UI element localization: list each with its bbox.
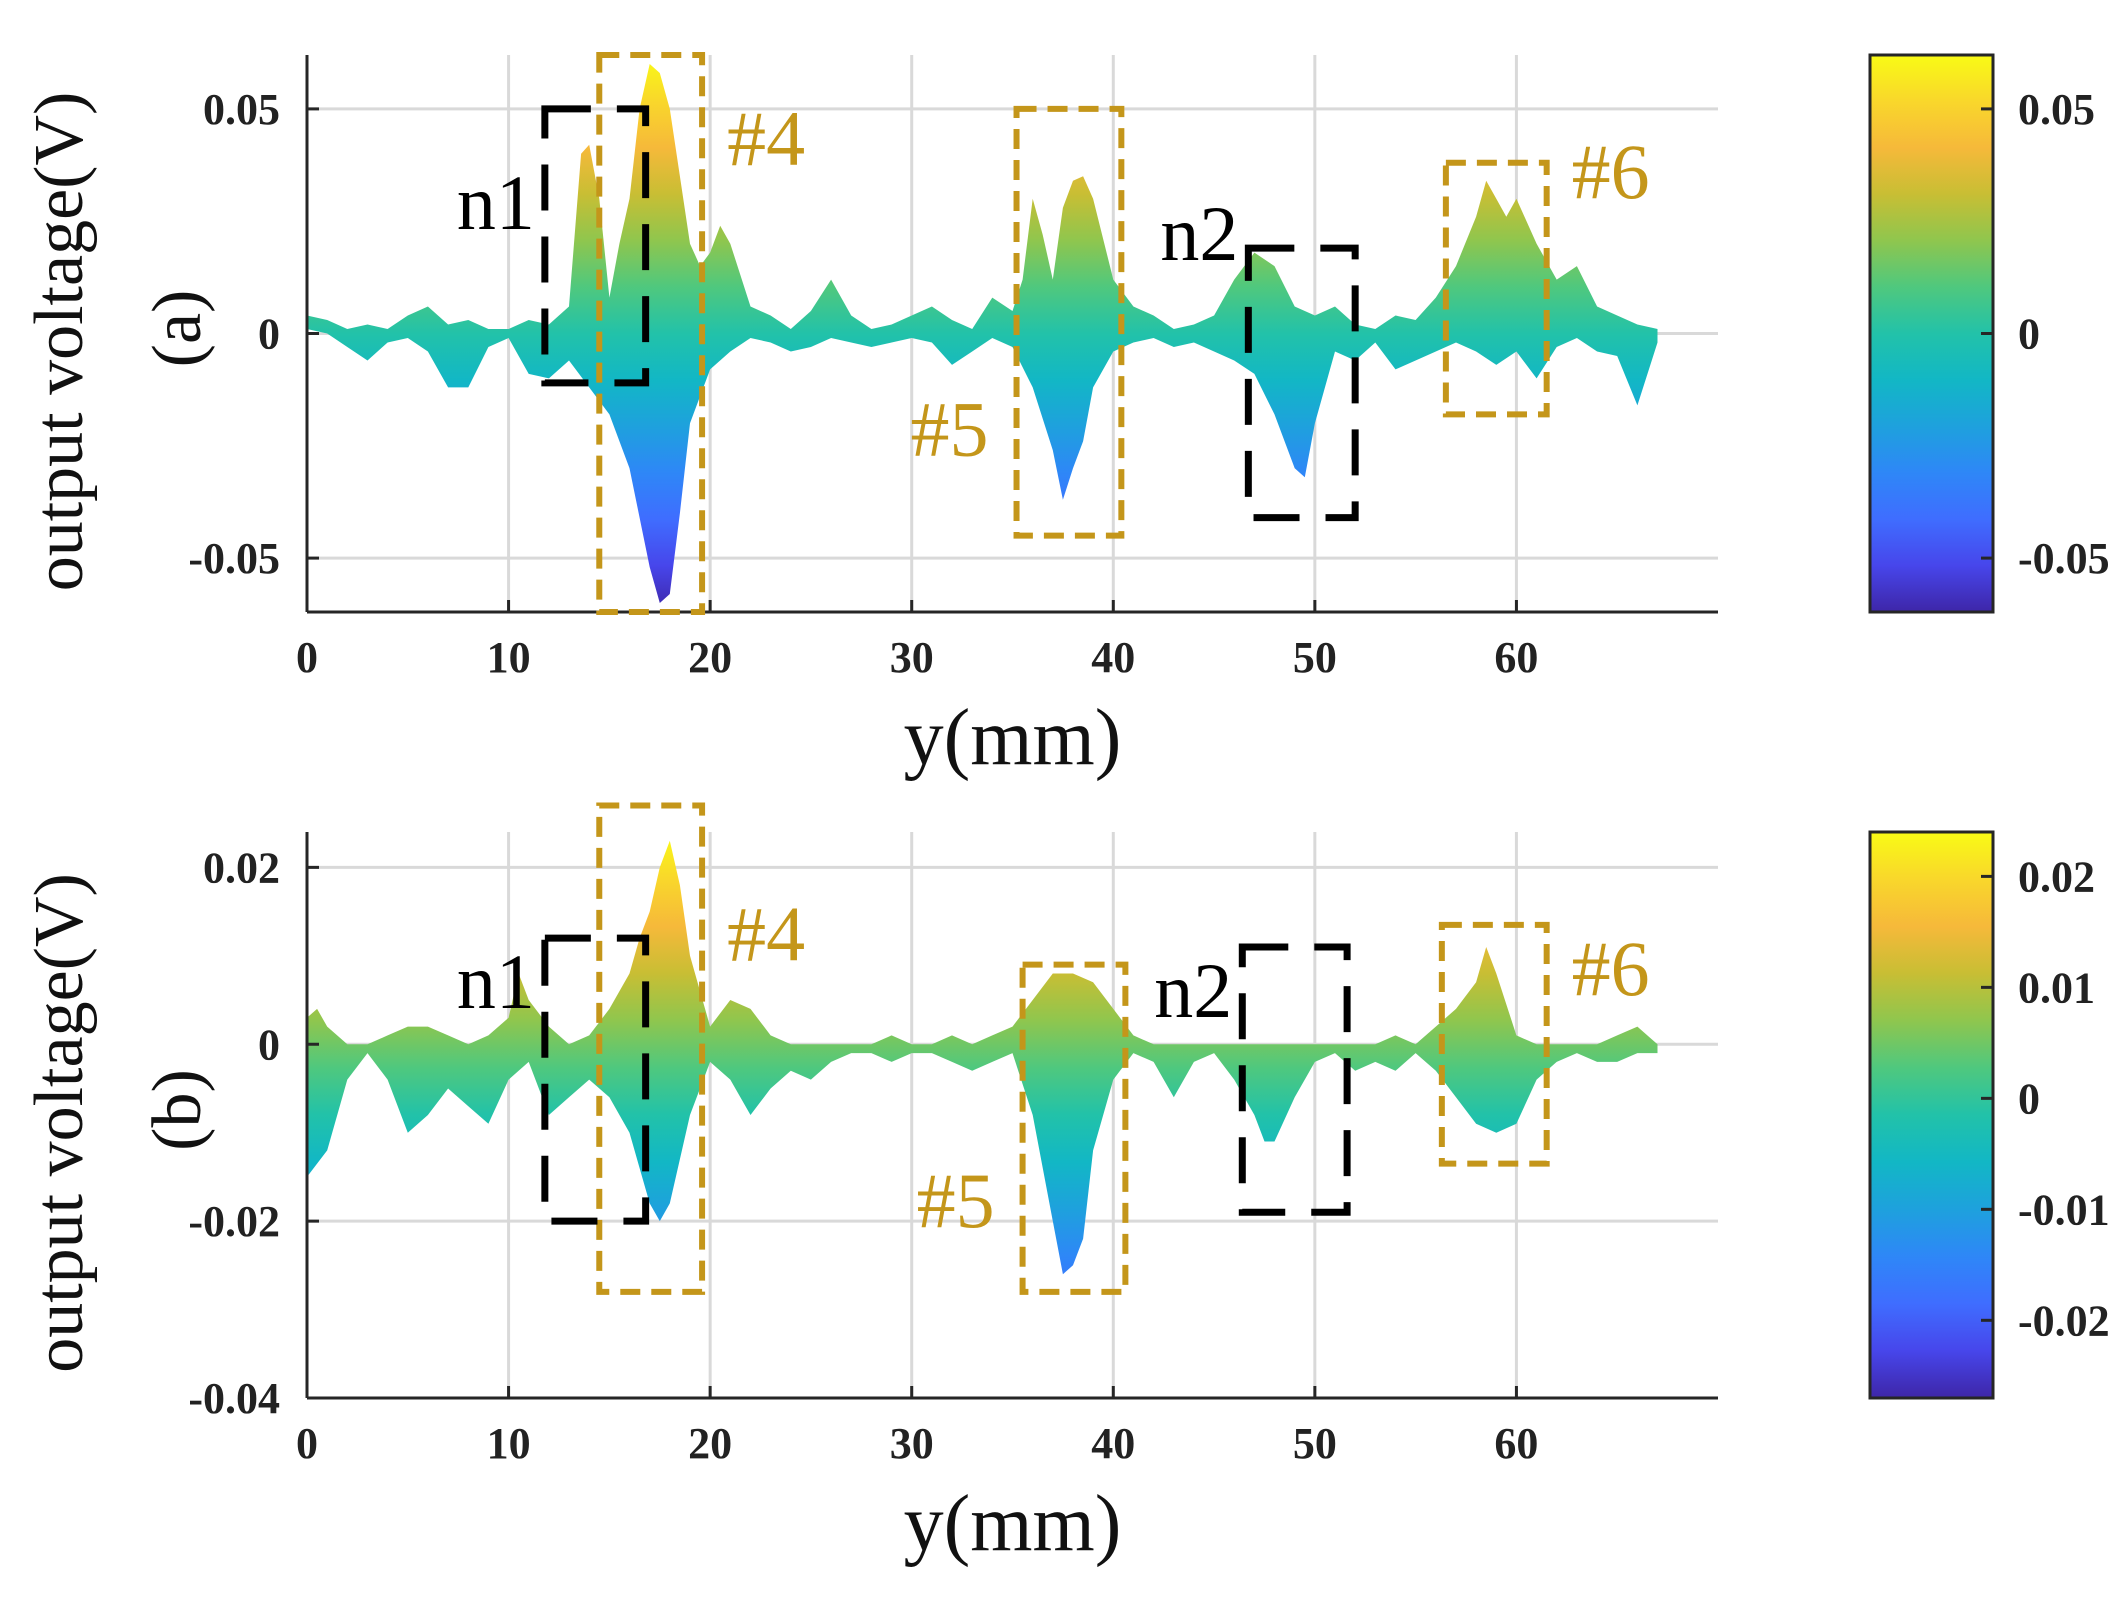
annotation-label-6: #6: [1572, 128, 1650, 215]
annotation-label-n2: n2: [1160, 190, 1238, 277]
panel-a: 0 10 20 30 40 50 60 0.05 0 -0.05 y(mm) output volta…: [21, 52, 2110, 782]
noise-box-n1: [541, 934, 650, 1225]
y-axis-label: output voltage(V): [21, 873, 98, 1373]
y-tick-label: -0.02: [188, 1197, 280, 1246]
x-tick-label: 0: [296, 1419, 318, 1468]
defect-box-4: [596, 802, 706, 1295]
y-tick-label: 0: [258, 1020, 280, 1069]
y-tick-label: -0.05: [188, 534, 280, 583]
x-tick-label: 30: [890, 633, 934, 682]
colorbar-tick-label: -0.05: [2018, 534, 2110, 583]
noise-box-n2: [1238, 943, 1351, 1216]
noise-box-n1: [541, 105, 650, 387]
colorbar-tick-label: 0.02: [2018, 852, 2095, 901]
y-axis-label: output voltage(V): [21, 92, 98, 592]
annotation-label-4: #4: [727, 95, 805, 182]
y-tick-label: 0: [258, 310, 280, 359]
y-tick-label: 0.05: [203, 85, 280, 134]
signal-area: [307, 64, 1658, 603]
colorbar-tick-label: 0.01: [2018, 963, 2095, 1012]
x-tick-label: 40: [1091, 1419, 1135, 1468]
colorbar: [1868, 830, 1995, 1400]
defect-box-6: [1442, 159, 1550, 418]
x-tick-label: 10: [487, 1419, 531, 1468]
annotation-label-n1: n1: [457, 159, 535, 246]
x-tick-label: 20: [688, 1419, 732, 1468]
annotation-label-5: #5: [911, 386, 989, 473]
x-tick-label: 40: [1091, 633, 1135, 682]
annotation-label-6: #6: [1572, 925, 1650, 1012]
colorbar-tick-label: 0.05: [2018, 85, 2095, 134]
colorbar-tick-label: -0.02: [2018, 1296, 2110, 1345]
x-tick-label: 30: [890, 1419, 934, 1468]
defect-box-5: [1019, 961, 1129, 1295]
x-tick-label: 50: [1293, 633, 1337, 682]
x-tick-label: 20: [688, 633, 732, 682]
panel-label: (b): [139, 1069, 216, 1151]
y-tick-label: 0.02: [203, 843, 280, 892]
colorbar-tick-label: -0.01: [2018, 1185, 2110, 1234]
panel-b: 0 10 20 30 40 50 60 0.02 0 -0.02 -0.04 y(mm) output …: [21, 802, 2110, 1568]
y-tick-label: -0.04: [188, 1374, 280, 1423]
colorbar-tick-label: 0: [2018, 310, 2040, 359]
x-tick-label: 10: [487, 633, 531, 682]
defect-box-4: [596, 52, 706, 615]
noise-box-n2: [1244, 244, 1359, 522]
annotation-label-n1: n1: [457, 938, 535, 1025]
x-axis-label: y(mm): [904, 1480, 1122, 1568]
annotation-label-4: #4: [727, 890, 805, 977]
x-tick-label: 0: [296, 633, 318, 682]
x-tick-label: 60: [1494, 633, 1538, 682]
defect-box-5: [1013, 105, 1125, 539]
x-tick-label: 60: [1494, 1419, 1538, 1468]
annotation-label-n2: n2: [1154, 947, 1232, 1034]
x-tick-label: 50: [1293, 1419, 1337, 1468]
defect-box-6: [1438, 921, 1550, 1167]
x-axis-label: y(mm): [904, 694, 1122, 782]
panel-label: (a): [139, 290, 216, 368]
colorbar-tick-label: 0: [2018, 1074, 2040, 1123]
colorbar: [1868, 53, 1995, 614]
annotation-label-5: #5: [917, 1157, 995, 1244]
